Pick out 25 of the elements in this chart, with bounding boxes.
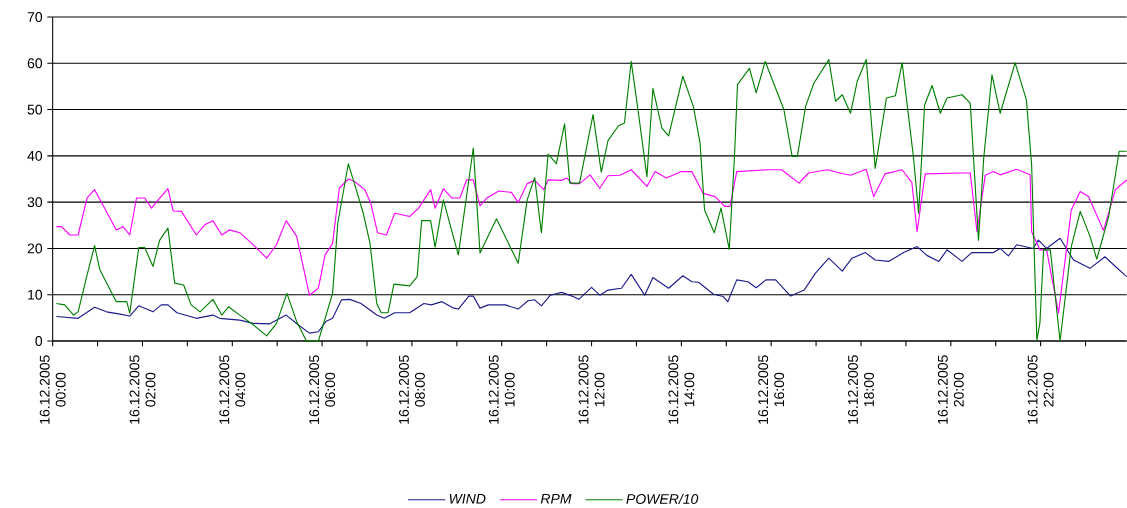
x-tick-label: 16.12.2005 18:00 xyxy=(848,355,874,424)
legend-label: POWER/10 xyxy=(626,493,699,504)
line-series xyxy=(55,237,1127,334)
x-tick-label: 16.12.2005 14:00 xyxy=(668,355,695,424)
x-tick-label: 16.12.2005 08:00 xyxy=(398,355,425,424)
x-tick-label: 16.12.2005 04:00 xyxy=(219,355,246,424)
y-tick-label: 30 xyxy=(27,197,43,208)
x-tick-label: 16.12.2005 00:00 xyxy=(39,355,66,424)
y-tick-label: 20 xyxy=(27,243,43,254)
x-tick-label: 16.12.2005 06:00 xyxy=(309,355,336,424)
line-series xyxy=(55,168,1127,314)
x-tick-label: 16.12.2005 16:00 xyxy=(758,355,785,424)
x-tick-label: 16.12.2005 22:00 xyxy=(1027,355,1054,424)
y-tick-label: 0 xyxy=(35,336,43,346)
x-tick-label: 16.12.2005 10:00 xyxy=(488,355,515,424)
y-tick-label: 50 xyxy=(27,104,43,115)
y-tick-label: 60 xyxy=(27,58,43,69)
x-tick-label: 16.12.2005 02:00 xyxy=(129,355,156,424)
y-tick-label: 70 xyxy=(27,12,43,22)
legend-label: WIND xyxy=(449,493,486,504)
x-tick-label: 16.12.2005 12:00 xyxy=(578,355,605,424)
legend-label: RPM xyxy=(540,493,572,504)
y-tick-label: 40 xyxy=(27,150,43,161)
y-tick-label: 10 xyxy=(28,289,43,300)
x-tick-label: 16.12.2005 20:00 xyxy=(937,355,964,424)
